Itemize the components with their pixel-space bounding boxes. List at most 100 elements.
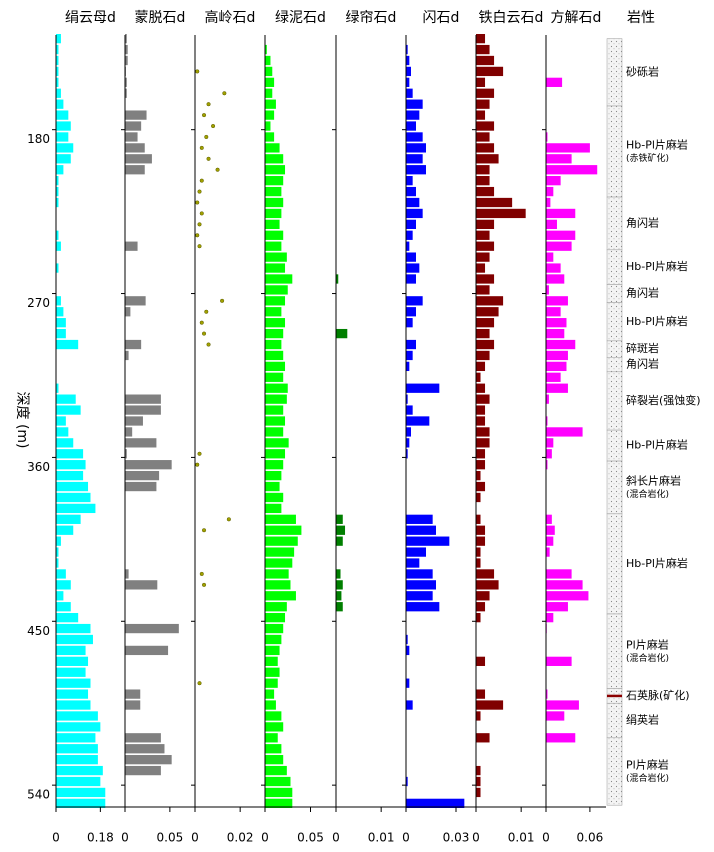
bar (406, 361, 410, 372)
point (201, 331, 207, 336)
bar (406, 132, 423, 142)
bar (476, 66, 504, 77)
bar (546, 547, 550, 557)
bar (56, 503, 96, 514)
point (199, 571, 204, 576)
bar (476, 569, 495, 579)
bar (476, 99, 490, 109)
x-tick-label: 0 (52, 831, 60, 845)
lithology-layer (606, 284, 623, 303)
lithology-layer (606, 105, 623, 198)
point (206, 102, 211, 107)
bar (265, 634, 282, 645)
bar (56, 711, 98, 721)
bar (265, 612, 286, 623)
x-tick-label: 0 (261, 831, 269, 845)
bar (476, 44, 490, 55)
x-tick-label: 0.01 (508, 831, 535, 845)
bar (56, 328, 66, 339)
bar (125, 449, 127, 459)
bar (125, 307, 131, 317)
lithology-label: 绢英岩 (626, 713, 659, 727)
bar (406, 558, 420, 568)
bar (265, 547, 295, 557)
bar (56, 33, 61, 44)
point (199, 320, 204, 325)
bar (265, 755, 284, 765)
bar (546, 219, 557, 230)
bar (406, 241, 410, 251)
bar (546, 77, 563, 87)
panel-title: 蒙脱石d (135, 10, 186, 26)
point (195, 462, 200, 467)
bar (546, 689, 548, 699)
bar (125, 143, 145, 153)
bar (265, 307, 282, 317)
bar (546, 372, 561, 382)
bar (546, 154, 572, 164)
x-tick-label: 0.01 (368, 831, 395, 845)
lithology-label: Hb-Pl片麻岩 (626, 138, 688, 152)
bar (265, 569, 289, 579)
bar (406, 536, 450, 546)
bar (265, 143, 280, 153)
bar (476, 274, 495, 284)
x-tick-label: 0.18 (87, 831, 114, 845)
bar (265, 645, 280, 656)
bar (56, 514, 81, 524)
bar (476, 427, 490, 437)
bar (476, 449, 486, 459)
bar (476, 208, 526, 219)
bar (476, 656, 486, 666)
bar (125, 165, 145, 175)
bar (125, 470, 160, 481)
bar (476, 296, 504, 306)
bar (476, 165, 490, 175)
bar (406, 121, 416, 131)
bar (546, 328, 565, 339)
point (204, 134, 209, 140)
bar (56, 634, 93, 645)
bar (56, 678, 91, 688)
bar (265, 394, 287, 404)
bar (546, 339, 576, 350)
bar (56, 438, 74, 448)
lithology-layer (606, 429, 623, 462)
bar (406, 208, 423, 219)
bar (56, 339, 79, 350)
lithology-layer (606, 357, 623, 373)
bar (125, 88, 127, 98)
bar (476, 765, 481, 776)
bar (336, 536, 343, 546)
bar (406, 77, 410, 87)
bar (406, 230, 413, 240)
bar (406, 143, 426, 153)
bar (265, 460, 284, 470)
bar (476, 394, 490, 404)
bar (125, 460, 172, 470)
panel-title: 绿泥石d (275, 10, 326, 26)
bar (406, 645, 410, 656)
bar (476, 787, 481, 798)
bar (406, 580, 436, 590)
bar (406, 197, 420, 208)
bar (406, 591, 433, 601)
bar (546, 438, 554, 448)
bar (56, 460, 86, 470)
bar (546, 612, 554, 623)
bar (56, 755, 98, 765)
bar (56, 427, 69, 437)
bar (476, 776, 481, 787)
bar (546, 285, 549, 295)
bar (56, 44, 59, 55)
bar (56, 558, 59, 568)
x-tick-label: 0.02 (227, 831, 254, 845)
bar (265, 208, 282, 219)
lithology-layer (606, 196, 623, 251)
bar (546, 427, 583, 437)
point (220, 298, 225, 303)
lithology-note: (混合岩化) (626, 652, 669, 664)
bar (265, 438, 289, 448)
bar (546, 569, 572, 579)
bar (336, 274, 339, 284)
